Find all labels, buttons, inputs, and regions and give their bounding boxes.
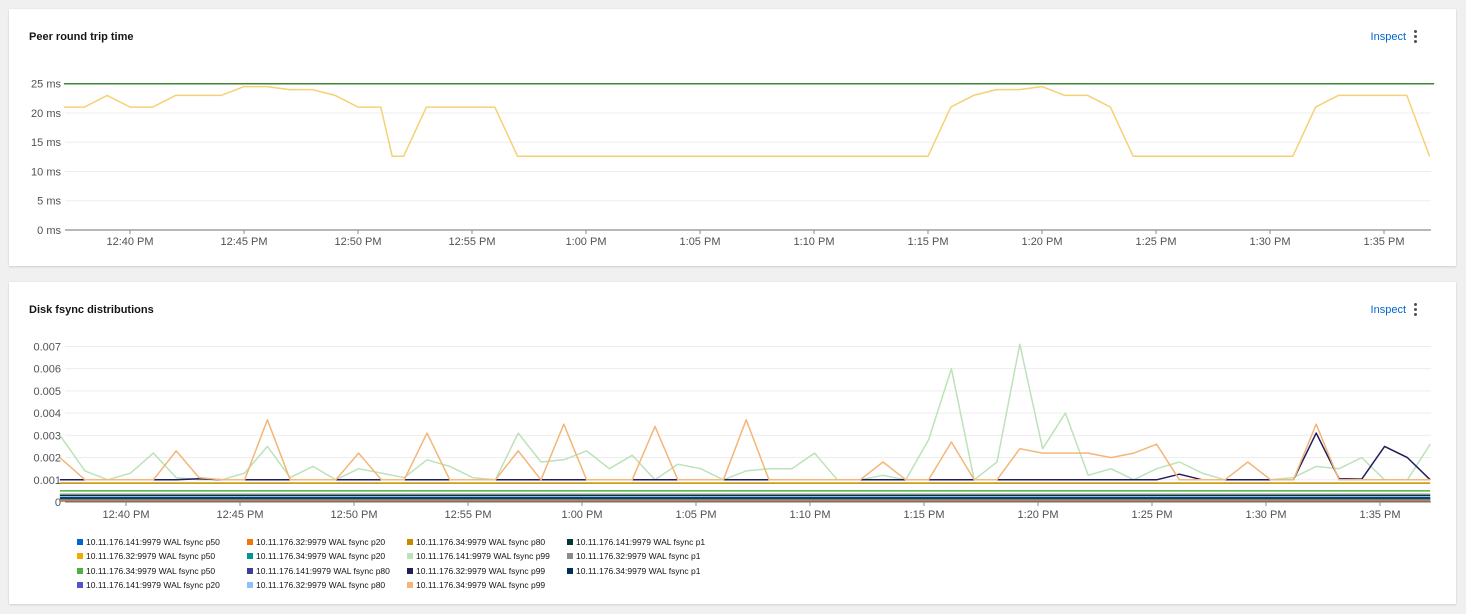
legend-swatch — [567, 567, 573, 574]
legend-label: 10.11.176.141:9979 WAL fsync p50 — [86, 537, 220, 547]
legend-item[interactable]: 10.11.176.32:9979 WAL fsync p50 — [77, 551, 215, 561]
x-tick-label: 1:15 PM — [908, 236, 949, 248]
legend-item[interactable]: 10.11.176.32:9979 WAL fsync p20 — [247, 537, 385, 547]
x-tick-label: 12:55 PM — [448, 236, 495, 248]
legend-label: 10.11.176.32:9979 WAL fsync p50 — [86, 551, 216, 562]
x-tick-label: 12:50 PM — [334, 236, 381, 248]
x-tick-label: 12:40 PM — [106, 236, 153, 248]
legend-label: 10.11.176.34:9979 WAL fsync p50 — [86, 565, 216, 576]
x-tick-label: 1:30 PM — [1246, 509, 1287, 521]
legend-swatch — [567, 553, 573, 560]
x-tick-label: 1:35 PM — [1364, 236, 1405, 248]
y-tick-label: 15 ms — [31, 137, 61, 149]
y-tick-label: 0.003 — [33, 430, 61, 442]
x-tick-label: 12:45 PM — [216, 509, 263, 521]
x-tick-label: 1:15 PM — [904, 509, 945, 521]
y-tick-label: 5 ms — [37, 196, 61, 208]
y-tick-label: 0.005 — [33, 386, 61, 398]
legend-swatch — [77, 581, 83, 588]
legend-swatch — [247, 553, 253, 560]
legend-item[interactable]: 10.11.176.32:9979 WAL fsync p1 — [567, 551, 700, 561]
y-tick-label: 0 — [55, 497, 61, 509]
x-tick-label: 12:55 PM — [444, 509, 491, 521]
x-tick-label: 1:00 PM — [566, 236, 607, 248]
legend-item[interactable]: 10.11.176.34:9979 WAL fsync p50 — [77, 566, 215, 576]
x-tick-label: 1:05 PM — [676, 509, 717, 521]
x-tick-label: 1:25 PM — [1136, 236, 1177, 248]
legend-label: 10.11.176.34:9979 WAL fsync p20 — [256, 551, 386, 562]
legend-item[interactable]: 10.11.176.34:9979 WAL fsync p99 — [407, 580, 545, 590]
peer-rtt-panel: Peer round trip time Inspect 0 ms 5 ms 10 … — [9, 9, 1456, 266]
series-line — [59, 419, 1431, 481]
y-tick-label: 0.006 — [33, 364, 61, 376]
x-tick-label: 12:50 PM — [330, 509, 377, 521]
legend-label: 10.11.176.32:9979 WAL fsync p1 — [576, 551, 701, 562]
legend-label: 10.11.176.141:9979 WAL fsync p99 — [416, 551, 550, 562]
y-tick-label: 0.001 — [33, 475, 61, 487]
legend-swatch — [247, 567, 253, 574]
y-tick-label: 0.004 — [33, 408, 61, 420]
kebab-vertical-icon[interactable] — [1410, 29, 1420, 43]
legend-item[interactable]: 10.11.176.34:9979 WAL fsync p1 — [567, 566, 700, 576]
peer-rtt-chart: 0 ms 5 ms 10 ms 15 ms 20 ms 25 ms 12:40 PM 12:4… — [31, 79, 1435, 248]
kebab-vertical-icon[interactable] — [1410, 302, 1420, 316]
legend-item[interactable]: 10.11.176.34:9979 WAL fsync p20 — [247, 551, 385, 561]
inspect-link[interactable]: Inspect — [1370, 31, 1406, 43]
legend-item[interactable]: 10.11.176.141:9979 WAL fsync p99 — [407, 551, 550, 561]
y-tick-label: 0 ms — [37, 225, 61, 237]
y-tick-label: 0.002 — [33, 453, 61, 465]
legend-swatch — [407, 567, 413, 574]
legend-label: 10.11.176.141:9979 WAL fsync p20 — [86, 579, 220, 590]
series-line — [59, 343, 1431, 481]
legend-item[interactable]: 10.11.176.34:9979 WAL fsync p80 — [407, 537, 545, 547]
x-tick-label: 12:45 PM — [220, 236, 267, 248]
legend-label: 10.11.176.34:9979 WAL fsync p1 — [576, 565, 701, 576]
legend-swatch — [407, 539, 413, 545]
x-tick-label: 1:10 PM — [790, 509, 831, 521]
x-tick-label: 1:00 PM — [562, 509, 603, 521]
legend-item[interactable]: 10.11.176.32:9979 WAL fsync p99 — [407, 566, 545, 576]
panel-title: Disk fsync distributions — [29, 304, 154, 316]
legend-item[interactable]: 10.11.176.141:9979 WAL fsync p50 — [77, 537, 220, 547]
x-tick-label: 1:05 PM — [680, 236, 721, 248]
legend-swatch — [77, 539, 83, 545]
legend-swatch — [77, 553, 83, 560]
x-tick-label: 1:30 PM — [1250, 236, 1291, 248]
x-tick-label: 1:20 PM — [1022, 236, 1063, 248]
legend-item[interactable]: 10.11.176.141:9979 WAL fsync p1 — [567, 537, 705, 547]
legend-label: 10.11.176.32:9979 WAL fsync p20 — [256, 537, 386, 547]
y-tick-label: 20 ms — [31, 108, 61, 120]
legend-label: 10.11.176.34:9979 WAL fsync p80 — [416, 537, 546, 547]
legend-label: 10.11.176.141:9979 WAL fsync p80 — [256, 565, 390, 576]
legend-label: 10.11.176.141:9979 WAL fsync p1 — [576, 537, 706, 547]
x-tick-label: 1:10 PM — [794, 236, 835, 248]
legend-swatch — [247, 581, 253, 588]
legend-swatch — [407, 553, 413, 560]
legend-label: 10.11.176.34:9979 WAL fsync p99 — [416, 579, 546, 590]
legend-swatch — [567, 539, 573, 545]
y-tick-label: 0.007 — [33, 341, 61, 353]
x-tick-label: 1:20 PM — [1018, 509, 1059, 521]
x-tick-label: 1:35 PM — [1360, 509, 1401, 521]
series-line — [63, 85, 1431, 158]
disk-fsync-panel: Disk fsync distributions Inspect 0 0.001 0… — [9, 282, 1456, 604]
inspect-link[interactable]: Inspect — [1370, 304, 1406, 316]
y-tick-label: 25 ms — [31, 79, 61, 91]
legend-item[interactable]: 10.11.176.32:9979 WAL fsync p80 — [247, 580, 385, 590]
legend-item[interactable]: 10.11.176.141:9979 WAL fsync p20 — [77, 580, 220, 590]
x-tick-label: 12:40 PM — [102, 509, 149, 521]
legend-swatch — [247, 539, 253, 545]
legend-label: 10.11.176.32:9979 WAL fsync p99 — [416, 565, 546, 576]
legend-swatch — [77, 567, 83, 574]
y-tick-label: 10 ms — [31, 166, 61, 178]
series-line — [59, 432, 1431, 481]
x-tick-label: 1:25 PM — [1132, 509, 1173, 521]
legend-label: 10.11.176.32:9979 WAL fsync p80 — [256, 579, 386, 590]
legend-swatch — [407, 581, 413, 588]
legend-item[interactable]: 10.11.176.141:9979 WAL fsync p80 — [247, 566, 390, 576]
panel-title: Peer round trip time — [29, 31, 134, 43]
disk-fsync-chart: 0 0.001 0.002 0.003 0.004 0.005 0.006 0.007 12:4… — [33, 341, 1431, 521]
